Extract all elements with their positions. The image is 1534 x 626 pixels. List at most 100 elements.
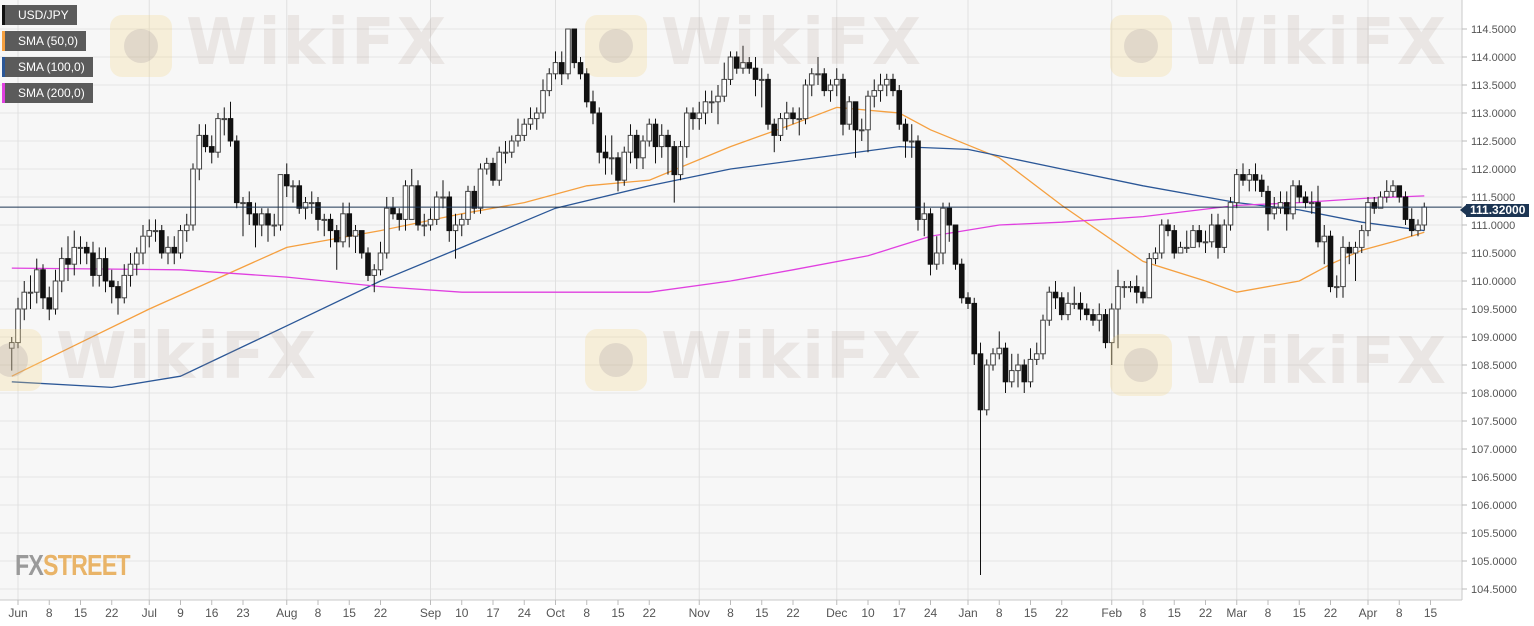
- candle-bullish: [183, 213, 190, 242]
- candle-bullish: [1340, 236, 1346, 298]
- x-tick-label: Jan: [958, 606, 977, 620]
- candle-body: [358, 230, 365, 254]
- legend-sma-200[interactable]: SMA (200,0): [2, 83, 93, 103]
- candle-bullish: [565, 28, 571, 80]
- candle-body: [765, 78, 771, 125]
- candle-body: [1202, 241, 1209, 244]
- candle-bearish: [558, 51, 565, 85]
- legend-sma-50[interactable]: SMA (50,0): [2, 31, 87, 51]
- candle-bearish: [733, 51, 740, 74]
- candle-bearish: [852, 101, 859, 158]
- candle-bearish: [965, 292, 971, 309]
- x-tick-label: 15: [611, 606, 625, 620]
- candle-body: [1046, 291, 1053, 321]
- candle-bullish: [1158, 219, 1165, 259]
- candle-body: [165, 246, 171, 254]
- candle-bearish: [615, 152, 621, 192]
- candle-bullish: [1108, 303, 1115, 365]
- candle-body: [83, 246, 90, 254]
- candle-bearish: [246, 191, 253, 225]
- candle-body: [883, 78, 890, 86]
- candle-bearish: [490, 157, 496, 186]
- wikifx-logo-icon: [585, 329, 647, 392]
- candle-bullish: [452, 213, 459, 259]
- candle-bullish: [1096, 303, 1103, 332]
- candle-body: [290, 185, 296, 188]
- x-tick-label: 8: [583, 606, 590, 620]
- candle-body: [821, 73, 828, 92]
- candle-body: [683, 112, 690, 148]
- candle-body: [971, 302, 978, 355]
- candle-body: [1133, 286, 1140, 293]
- candle-bearish: [571, 28, 578, 69]
- candle-body: [327, 218, 334, 232]
- candle-bearish: [65, 236, 71, 281]
- candle-bullish: [1065, 292, 1071, 321]
- candle-bearish: [1296, 180, 1303, 203]
- candle-bearish: [821, 68, 828, 97]
- candle-body: [446, 196, 453, 232]
- candle-bullish: [1033, 342, 1040, 365]
- candle-body: [77, 246, 84, 249]
- candle-bullish: [196, 124, 203, 181]
- candle-bearish: [1327, 230, 1334, 293]
- wikifx-logo-icon: [110, 15, 172, 78]
- candle-body: [396, 213, 403, 220]
- candle-bearish: [171, 236, 178, 265]
- candle-body: [383, 207, 390, 254]
- candle-bearish: [765, 73, 771, 130]
- candle-body: [477, 168, 484, 209]
- candle-bullish: [408, 169, 415, 220]
- watermark: WikiFX: [0, 320, 318, 394]
- candle-bearish: [40, 264, 46, 309]
- candle-body: [40, 269, 46, 299]
- candle-body: [27, 291, 34, 294]
- candle-bearish: [108, 269, 115, 304]
- candle-body: [33, 269, 40, 293]
- candle-body: [646, 123, 653, 142]
- candle-bearish: [1140, 286, 1146, 304]
- candle-body: [408, 185, 415, 220]
- x-tick-label: Feb: [1101, 606, 1122, 620]
- candle-bearish: [158, 225, 165, 259]
- y-tick-label: 107.0000: [1471, 444, 1517, 456]
- candle-body: [940, 207, 946, 254]
- candle-body: [746, 62, 753, 69]
- candle-body: [840, 78, 846, 125]
- candle-bullish: [1027, 348, 1034, 388]
- candle-bearish: [1090, 309, 1096, 326]
- candle-body: [1271, 207, 1278, 215]
- candle-bearish: [577, 57, 584, 80]
- y-tick-label: 112.0000: [1471, 164, 1516, 176]
- candle-bearish: [633, 129, 640, 169]
- candle-body: [877, 84, 884, 92]
- candle-body: [321, 218, 328, 221]
- candle-body: [1121, 286, 1128, 289]
- candle-bullish: [133, 247, 140, 276]
- candle-body: [808, 73, 815, 86]
- candle-bullish: [177, 225, 184, 259]
- candle-body: [146, 230, 153, 237]
- candle-body: [333, 230, 340, 243]
- candle-bearish: [840, 73, 846, 136]
- y-tick-label: 110.0000: [1471, 276, 1516, 288]
- candle-bullish: [152, 219, 159, 242]
- candle-bullish: [402, 180, 409, 231]
- candle-body: [927, 213, 934, 265]
- legend-sma-100[interactable]: SMA (100,0): [2, 57, 93, 77]
- candle-bullish: [996, 331, 1003, 360]
- candle-bullish: [1271, 197, 1278, 220]
- candle-bullish: [308, 191, 315, 214]
- candle-body: [615, 157, 621, 181]
- candle-bullish: [508, 135, 515, 158]
- legend-usdjpy[interactable]: USD/JPY: [2, 5, 77, 25]
- candle-bearish: [1240, 163, 1246, 186]
- candle-bearish: [927, 208, 934, 276]
- candle-bearish: [358, 230, 365, 259]
- candle-body: [1027, 358, 1034, 383]
- plot-background: [0, 0, 1462, 600]
- candle-bullish: [808, 68, 815, 97]
- candle-body: [377, 252, 384, 271]
- candle-body: [133, 252, 140, 265]
- candle-body: [90, 252, 96, 276]
